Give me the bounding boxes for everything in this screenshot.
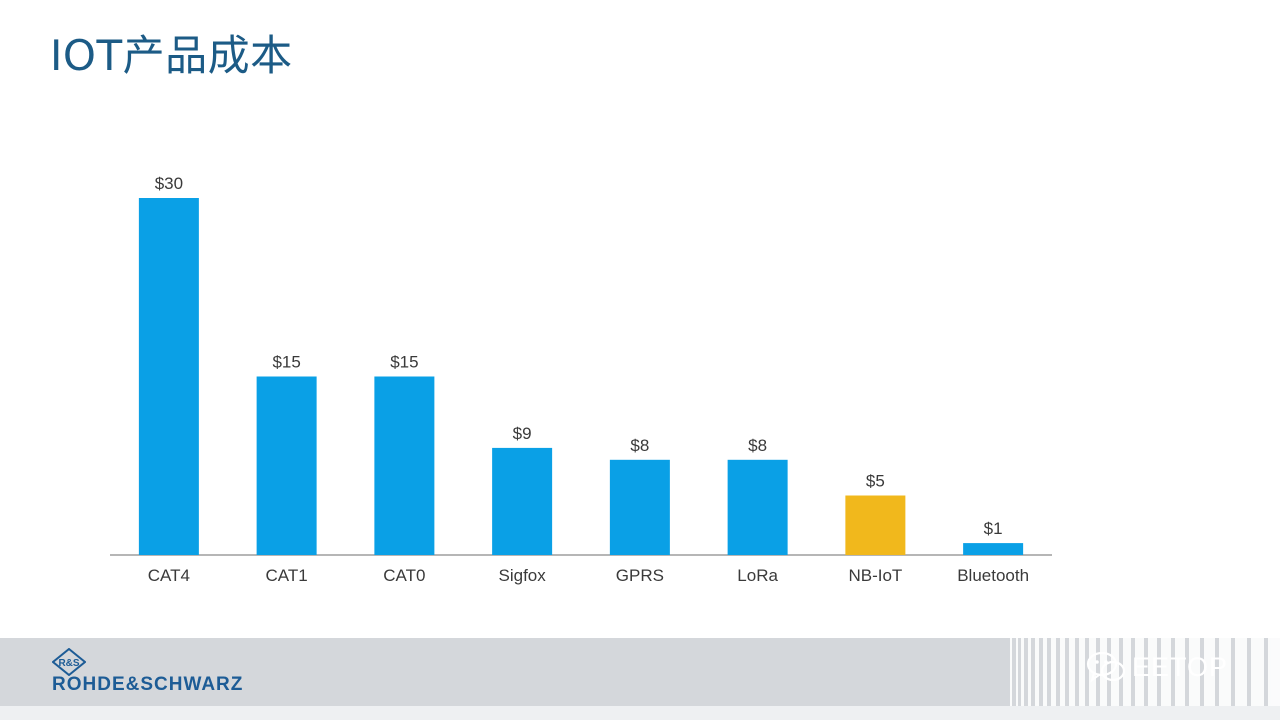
x-tick-label: NB-IoT — [848, 566, 902, 585]
bar-cat1 — [256, 376, 317, 555]
footer-stripe-pattern — [1010, 638, 1280, 706]
footer-strip — [0, 706, 1280, 720]
bar-bluetooth — [963, 543, 1024, 555]
bar-chart: $30 CAT4 $15 CAT1 $15 CAT0 $9 Sigfox $8 GPRS $8 LoR… — [110, 174, 1052, 585]
bar-cat4 — [138, 198, 199, 555]
x-tick-label: CAT0 — [383, 566, 425, 585]
x-tick-label: Sigfox — [499, 566, 547, 585]
page-title: IOT产品成本 — [50, 31, 293, 80]
wechat-icon — [1086, 651, 1126, 683]
bar-sigfox — [492, 447, 553, 555]
data-label: $5 — [866, 472, 885, 491]
bar-nb-iot — [845, 495, 906, 555]
rs-logo-letters: R&S — [58, 658, 79, 669]
x-tick-label: LoRa — [737, 566, 778, 585]
data-label: $15 — [272, 353, 300, 372]
x-tick-label: GPRS — [616, 566, 664, 585]
rs-logo-mark: R&S — [52, 648, 86, 676]
data-label: $15 — [390, 353, 418, 372]
x-tick-label: CAT4 — [148, 566, 190, 585]
x-tick-label: CAT1 — [266, 566, 308, 585]
data-label: $8 — [748, 436, 767, 455]
bar-gprs — [609, 459, 670, 555]
data-label: $8 — [630, 436, 649, 455]
bar-cat0 — [374, 376, 435, 555]
data-label: $30 — [155, 174, 183, 193]
brand-name: ROHDE&SCHWARZ — [52, 674, 244, 695]
data-label: $9 — [513, 424, 532, 443]
bar-lora — [727, 459, 788, 555]
data-label: $1 — [984, 519, 1003, 538]
x-tick-label: Bluetooth — [957, 566, 1029, 585]
watermark: EETOP — [1086, 650, 1228, 684]
watermark-text: EETOP — [1132, 651, 1229, 682]
footer-bar — [0, 638, 1280, 706]
